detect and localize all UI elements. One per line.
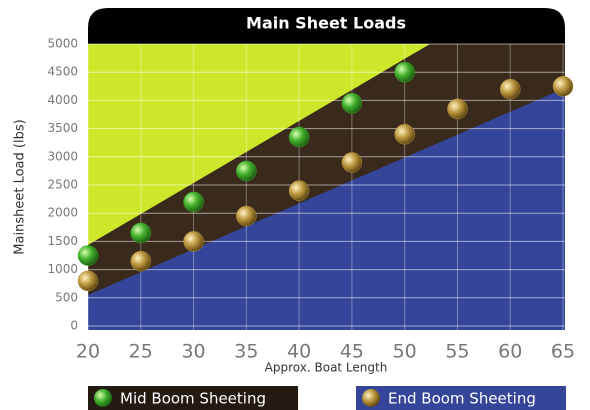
point: [184, 231, 204, 251]
point: [447, 99, 467, 119]
x-tick-label: 35: [234, 341, 258, 363]
x-tick-label: 45: [340, 341, 364, 363]
point: [289, 127, 309, 147]
y-tick-label: 1000: [47, 262, 78, 276]
legend-label: End Boom Sheeting: [388, 390, 536, 408]
legend-swatch: [362, 389, 380, 407]
chart: Main Sheet Loads Approx. Boat Length Mai…: [0, 0, 590, 410]
y-tick-label: 4500: [47, 65, 78, 79]
x-tick-label: 40: [287, 341, 311, 363]
y-tick-label: 3000: [47, 149, 78, 163]
point: [131, 223, 151, 243]
x-tick-label: 20: [76, 341, 100, 363]
point: [131, 251, 151, 271]
y-tick-label: 500: [55, 290, 78, 304]
y-tick-label: 5000: [47, 37, 78, 51]
x-tick-label: 30: [181, 341, 205, 363]
x-tick-label: 65: [551, 341, 575, 363]
plot-background: [88, 8, 565, 330]
x-tick-label: 60: [498, 341, 522, 363]
y-tick-label: 4000: [47, 93, 78, 107]
point: [342, 93, 362, 113]
y-tick-label: 3500: [47, 121, 78, 135]
point: [395, 124, 415, 144]
legend-swatch: [94, 389, 112, 407]
point: [500, 79, 520, 99]
legend-label: Mid Boom Sheeting: [120, 390, 266, 408]
point: [342, 152, 362, 172]
chart-title: Main Sheet Loads: [246, 14, 406, 33]
x-tick-label: 25: [129, 341, 153, 363]
page: Main Sheet Loads Approx. Boat Length Mai…: [0, 0, 590, 410]
y-axis-label: Mainsheet Load (lbs): [13, 119, 28, 254]
y-tick-label: 0: [70, 319, 78, 333]
point: [184, 192, 204, 212]
y-tick-label: 1500: [47, 234, 78, 248]
point: [553, 76, 573, 96]
point: [289, 181, 309, 201]
x-tick-label: 50: [393, 341, 417, 363]
point: [395, 62, 415, 82]
point: [236, 161, 256, 181]
x-tick-label: 55: [445, 341, 469, 363]
point: [236, 206, 256, 226]
point: [78, 271, 98, 291]
point: [78, 246, 98, 266]
y-tick-label: 2500: [47, 178, 78, 192]
x-axis-label: Approx. Boat Length: [265, 361, 388, 375]
y-tick-label: 2000: [47, 206, 78, 220]
